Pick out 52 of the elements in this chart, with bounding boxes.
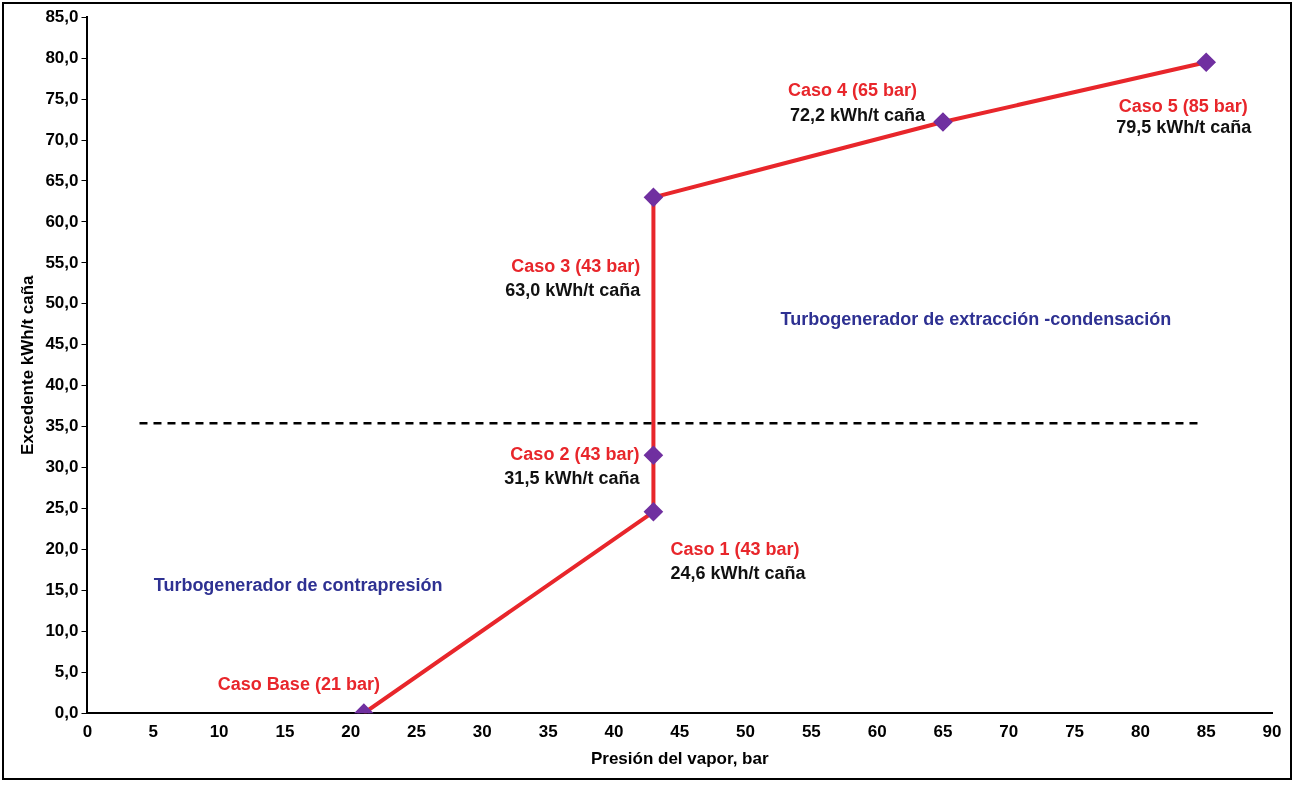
x-tick-label: 35 xyxy=(538,722,558,742)
y-tick-label: 10,0 xyxy=(45,621,79,641)
y-tick-label: 0,0 xyxy=(54,702,79,722)
x-tick-label: 25 xyxy=(407,722,426,742)
annotation: Caso 3 (43 bar) xyxy=(511,255,641,276)
y-tick-label: 65,0 xyxy=(45,170,79,190)
y-tick-label: 60,0 xyxy=(45,211,79,231)
y-tick-label: 40,0 xyxy=(45,375,79,395)
annotation: 72,2 kWh/t caña xyxy=(789,104,926,125)
x-axis-title: Presión del vapor, bar xyxy=(590,749,769,769)
x-tick-label: 65 xyxy=(933,722,953,742)
y-tick-label: 75,0 xyxy=(45,88,79,108)
annotation: 24,6 kWh/t caña xyxy=(670,562,807,583)
y-tick-label: 20,0 xyxy=(45,539,79,559)
y-tick-label: 70,0 xyxy=(45,129,79,149)
y-axis-title: Excedente kWh/t caña xyxy=(17,274,37,455)
annotation: Caso 1 (43 bar) xyxy=(670,538,800,559)
annotation: Turbogenerador de contrapresión xyxy=(153,575,443,596)
y-tick-label: 80,0 xyxy=(45,47,79,67)
x-tick-label: 50 xyxy=(736,722,756,742)
annotation: 31,5 kWh/t caña xyxy=(504,468,641,489)
y-tick-label: 30,0 xyxy=(45,457,79,477)
y-tick-label: 50,0 xyxy=(45,293,79,313)
annotation: Caso 2 (43 bar) xyxy=(510,444,640,465)
y-tick-label: 55,0 xyxy=(45,252,79,272)
annotation: 79,5 kWh/t caña xyxy=(1116,116,1253,137)
x-tick-label: 70 xyxy=(999,722,1019,742)
x-tick-label: 0 xyxy=(82,722,93,742)
x-tick-label: 10 xyxy=(209,722,229,742)
x-tick-label: 45 xyxy=(670,722,690,742)
annotation: 63,0 kWh/t caña xyxy=(505,280,642,301)
x-tick-label: 20 xyxy=(341,722,361,742)
y-tick-label: 45,0 xyxy=(45,334,79,354)
x-tick-label: 85 xyxy=(1196,722,1216,742)
y-tick-label: 35,0 xyxy=(45,416,79,436)
x-tick-label: 15 xyxy=(275,722,295,742)
x-tick-label: 60 xyxy=(867,722,887,742)
annotation: Caso 5 (85 bar) xyxy=(1118,96,1248,117)
annotation: Caso Base (21 bar) xyxy=(217,674,380,695)
y-tick-label: 5,0 xyxy=(54,661,79,681)
x-tick-label: 40 xyxy=(604,722,624,742)
x-tick-label: 75 xyxy=(1065,722,1085,742)
y-tick-label: 15,0 xyxy=(45,580,79,600)
x-tick-label: 30 xyxy=(472,722,492,742)
x-tick-label: 5 xyxy=(148,722,159,742)
y-tick-label: 85,0 xyxy=(45,6,79,26)
y-tick-label: 25,0 xyxy=(45,498,79,518)
x-tick-label: 90 xyxy=(1262,722,1282,742)
x-tick-label: 55 xyxy=(801,722,821,742)
annotation: Turbogenerador de extracción -condensación xyxy=(780,309,1172,330)
annotation: Caso 4 (65 bar) xyxy=(787,79,917,100)
x-tick-label: 80 xyxy=(1130,722,1150,742)
